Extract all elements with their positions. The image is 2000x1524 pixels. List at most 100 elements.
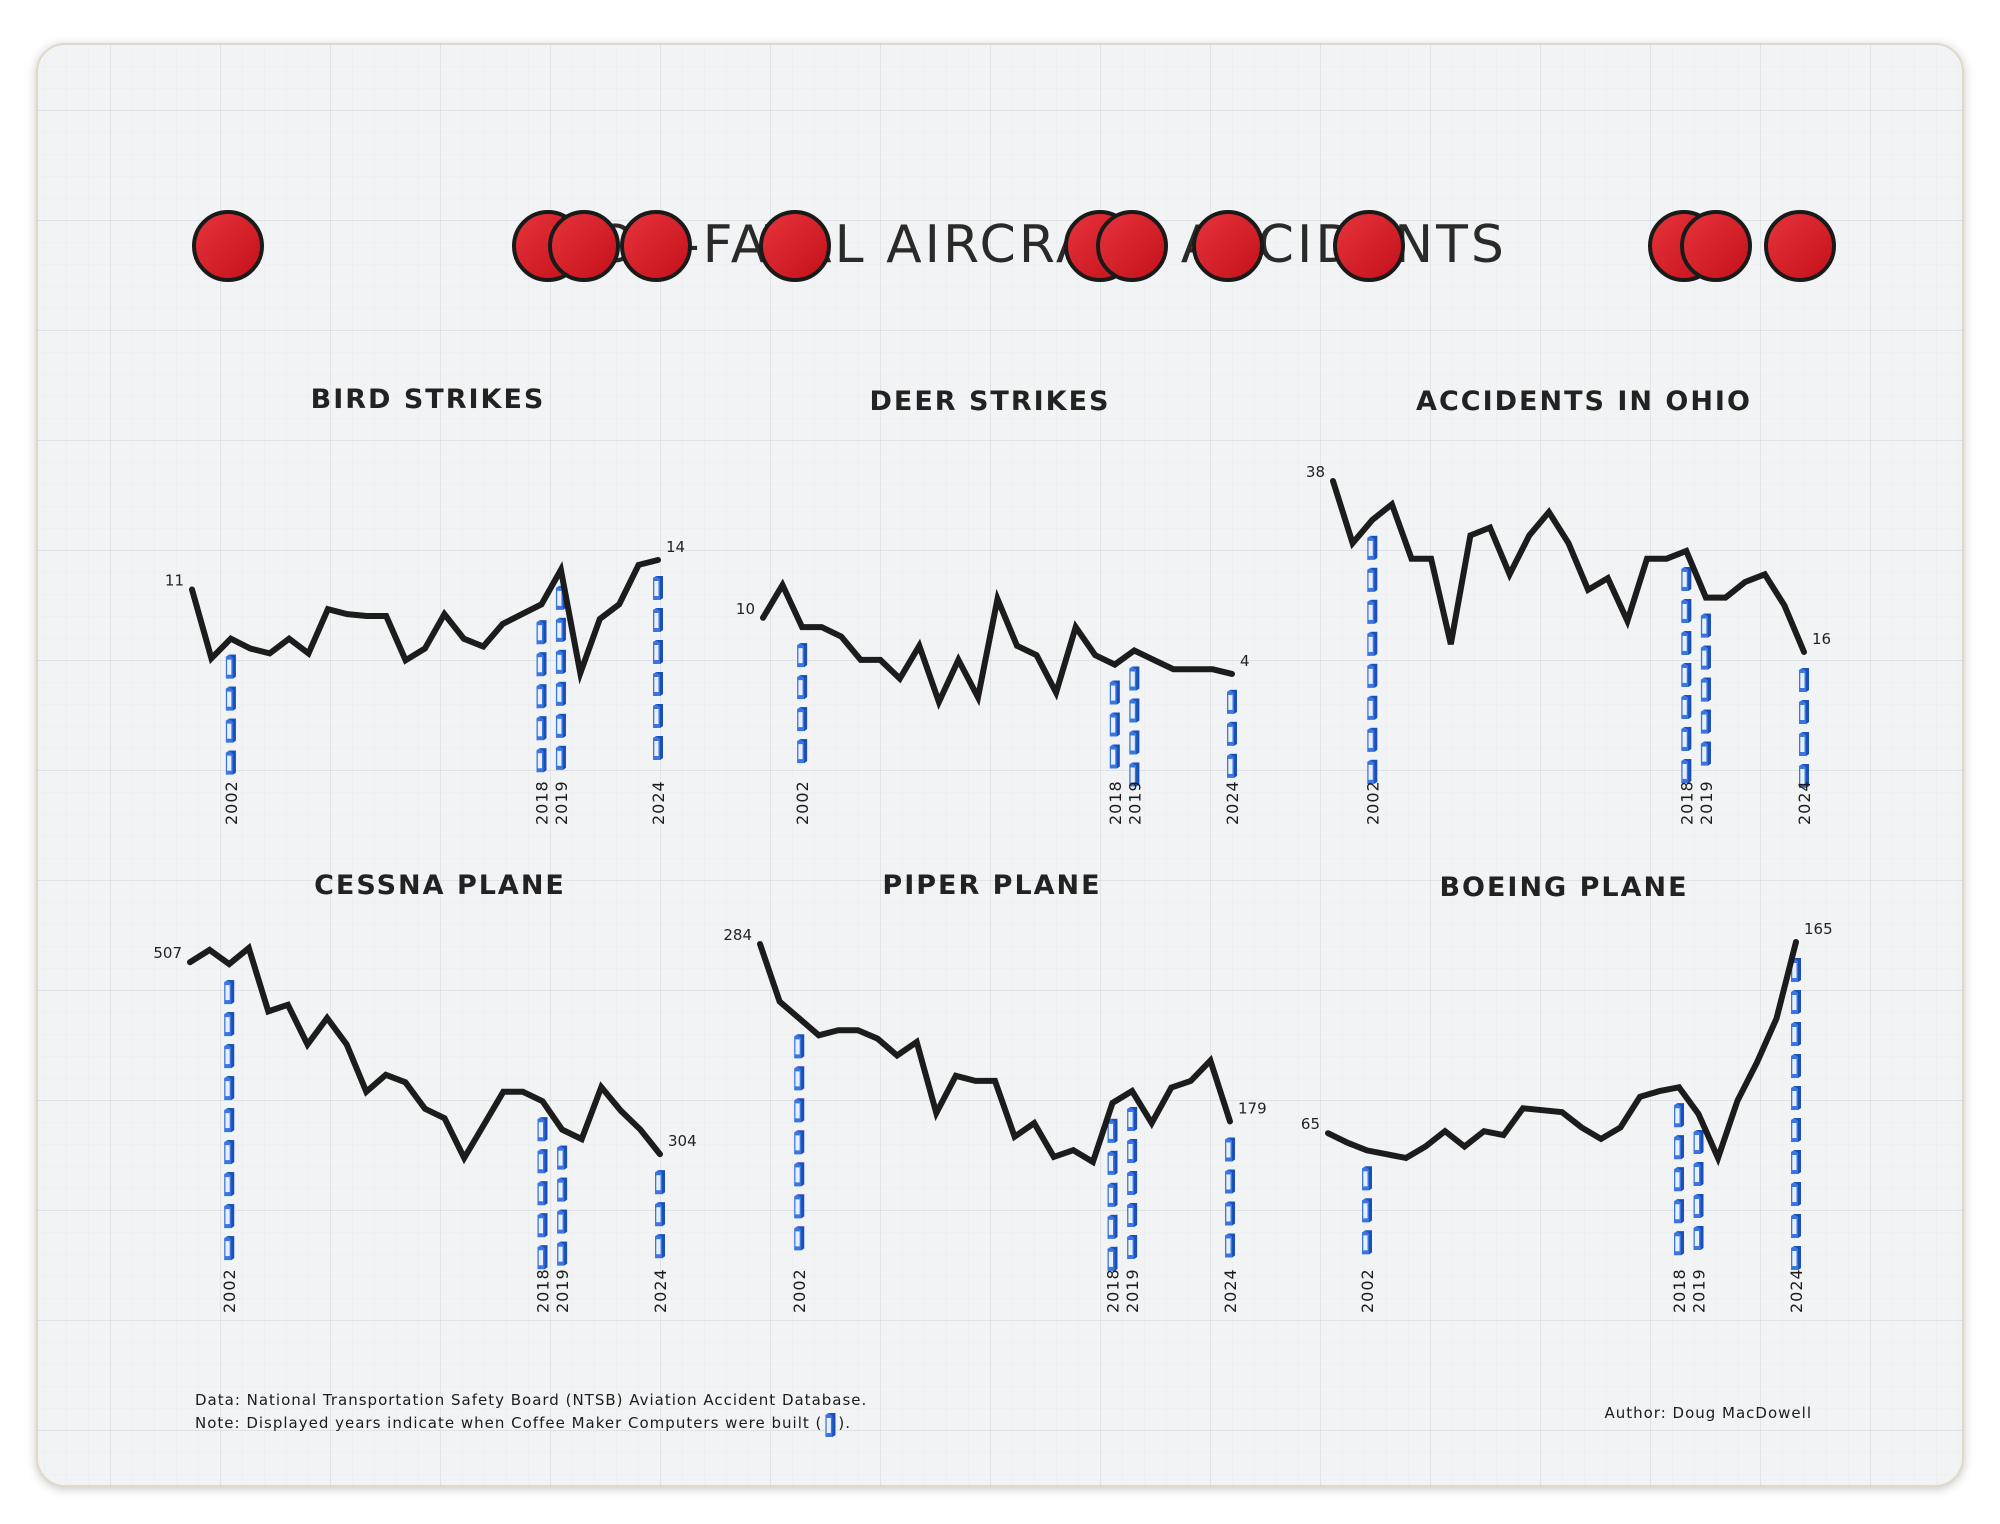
end-value-label: 14 — [666, 538, 685, 556]
coffee-maker-computer-icon — [794, 1226, 805, 1251]
year-label: 2024 — [1787, 1268, 1806, 1313]
panel-title: BIRD STRIKES — [311, 384, 546, 415]
year-label: 2019 — [1123, 1268, 1142, 1313]
year-label: 2019 — [553, 1268, 572, 1313]
coffee-maker-computer-icon — [1674, 1135, 1684, 1160]
end-value-label: 4 — [1240, 652, 1250, 670]
coffee-maker-marker-column: 2018 — [533, 620, 552, 825]
coffee-maker-computer-icon — [1674, 1167, 1684, 1192]
year-label: 2024 — [649, 780, 668, 825]
start-value-label: 65 — [1301, 1115, 1320, 1133]
coffee-maker-computer-icon — [224, 1076, 235, 1101]
series-line — [189, 557, 661, 685]
note-line: Note: Displayed years indicate when Coff… — [195, 1414, 822, 1432]
coffee-maker-computer-icon — [224, 1012, 235, 1037]
end-value-label: 16 — [1812, 630, 1831, 648]
red-dot — [1680, 210, 1752, 282]
coffee-maker-computer-icon — [655, 1202, 665, 1227]
coffee-maker-computer-icon — [1227, 753, 1237, 778]
coffee-maker-computer-icon — [1799, 668, 1809, 692]
coffee-maker-computer-icon — [1791, 1246, 1801, 1270]
coffee-maker-computer-icon — [797, 675, 808, 700]
coffee-maker-computer-icon — [1107, 1150, 1118, 1175]
coffee-maker-computer-icon — [1799, 700, 1809, 724]
coffee-maker-computer-icon — [1791, 1182, 1801, 1206]
coffee-maker-marker-column: 2019 — [1697, 613, 1716, 825]
coffee-maker-computer-icon — [224, 980, 235, 1005]
coffee-maker-computer-icon — [1693, 1130, 1704, 1155]
coffee-maker-marker-column: 2018 — [1677, 566, 1696, 825]
coffee-maker-computer-icon — [1674, 1199, 1684, 1224]
coffee-maker-computer-icon — [1129, 666, 1140, 691]
chart-panel: PIPER PLANE 2002 2018 2019 2024 284 179 — [723, 870, 1266, 1313]
coffee-maker-marker-column: 2024 — [1223, 689, 1242, 825]
chart-panel: BOEING PLANE 2002 2018 2019 2024 65 165 — [1301, 872, 1833, 1313]
coffee-maker-computer-icon — [1681, 662, 1692, 687]
coffee-maker-computer-icon — [653, 672, 663, 696]
red-dot — [1333, 210, 1405, 282]
coffee-maker-computer-icon — [1681, 566, 1692, 591]
coffee-maker-computer-icon — [555, 617, 566, 642]
panel-title: DEER STRIKES — [869, 386, 1110, 417]
red-dot — [759, 210, 831, 282]
coffee-maker-marker-column: 2002 — [1363, 535, 1382, 825]
coffee-maker-computer-icon — [536, 748, 547, 773]
coffee-maker-computer-icon — [537, 1245, 548, 1270]
coffee-maker-computer-icon — [1127, 1235, 1138, 1260]
year-label: 2002 — [1363, 780, 1382, 825]
coffee-maker-computer-icon — [794, 1034, 805, 1059]
coffee-maker-computer-icon — [1681, 598, 1692, 623]
coffee-maker-computer-icon — [1791, 1214, 1801, 1238]
chart-panel: BIRD STRIKES 2002 2018 2019 2024 11 14 — [165, 384, 685, 825]
coffee-maker-marker-column: 2024 — [1787, 958, 1806, 1313]
coffee-maker-computer-icon — [225, 750, 236, 775]
coffee-maker-computer-icon — [1127, 1203, 1138, 1228]
coffee-maker-computer-icon — [1362, 1230, 1372, 1255]
year-label: 2019 — [1690, 1268, 1709, 1313]
coffee-maker-computer-icon — [1674, 1103, 1684, 1128]
year-label: 2018 — [1104, 1268, 1123, 1313]
coffee-maker-computer-icon — [655, 1170, 665, 1195]
coffee-maker-computer-icon — [536, 652, 547, 677]
coffee-maker-computer-icon — [225, 718, 236, 743]
coffee-maker-computer-icon — [557, 1241, 568, 1266]
panel-title: PIPER PLANE — [882, 870, 1101, 901]
coffee-maker-computer-icon — [653, 736, 663, 760]
coffee-maker-computer-icon — [1674, 1231, 1684, 1256]
start-value-label: 10 — [736, 600, 755, 618]
coffee-maker-computer-icon — [797, 707, 808, 732]
coffee-maker-computer-icon — [225, 654, 236, 679]
coffee-maker-computer-icon — [557, 1177, 568, 1202]
coffee-maker-marker-column: 2002 — [222, 654, 241, 825]
coffee-maker-computer-icon — [224, 1044, 235, 1069]
coffee-maker-computer-icon — [1799, 732, 1809, 756]
coffee-maker-computer-icon — [794, 1066, 805, 1091]
coffee-maker-marker-column: 2019 — [1690, 1130, 1709, 1313]
coffee-maker-computer-icon — [1693, 1194, 1704, 1219]
year-label: 2018 — [1106, 780, 1125, 825]
year-label: 2019 — [552, 780, 571, 825]
coffee-maker-computer-icon — [1791, 1054, 1801, 1078]
coffee-maker-computer-icon — [1129, 730, 1140, 755]
coffee-maker-computer-icon — [536, 684, 547, 709]
major-grid — [37, 44, 1963, 1486]
coffee-maker-computer-icon — [536, 620, 547, 645]
coffee-maker-computer-icon — [1225, 1233, 1235, 1258]
coffee-maker-marker-column: 2002 — [790, 1034, 809, 1313]
red-dots-row — [192, 210, 1836, 282]
coffee-maker-computer-icon — [537, 1117, 548, 1142]
coffee-maker-computer-icon — [1362, 1198, 1372, 1223]
coffee-maker-computer-icon — [797, 643, 808, 668]
coffee-maker-marker-column: 2019 — [1123, 1107, 1142, 1313]
coffee-maker-computer-icon — [1700, 645, 1711, 670]
author-credit: Author: Doug MacDowell — [1604, 1404, 1812, 1422]
year-label: 2018 — [534, 1268, 553, 1313]
coffee-maker-computer-icon — [1791, 1150, 1801, 1174]
coffee-maker-marker-column: 2018 — [534, 1117, 553, 1313]
coffee-maker-marker-column: 2018 — [1670, 1103, 1689, 1313]
coffee-maker-computer-icon — [1109, 712, 1120, 737]
series-line — [187, 942, 663, 1165]
coffee-maker-computer-icon — [653, 704, 663, 728]
data-source-line: Data: National Transportation Safety Boa… — [195, 1391, 867, 1409]
